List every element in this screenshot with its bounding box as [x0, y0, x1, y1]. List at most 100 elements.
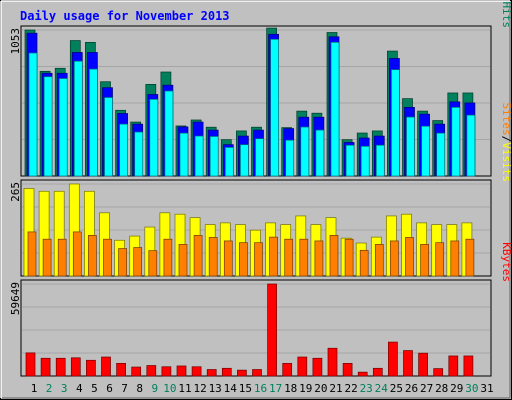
day-label-5: 5 [91, 382, 98, 395]
day-label-21: 21 [329, 382, 342, 395]
middle-max-label: 265 [9, 182, 22, 202]
middle-sites-bar-day-13 [208, 237, 218, 277]
bottom-kbytes-bar-day-5 [86, 359, 96, 377]
day-label-16: 16 [254, 382, 267, 395]
day-label-8: 8 [136, 382, 143, 395]
bottom-kbytes-bar-day-6 [101, 356, 111, 377]
bottom-kbytes-bar-day-21 [327, 347, 338, 377]
middle-sites-bar-day-30 [465, 238, 475, 277]
middle-sites-bar-day-21 [329, 235, 339, 277]
middle-sites-bar-day-2 [42, 238, 52, 277]
middle-sites-bar-day-15 [239, 242, 248, 277]
legend-middle: Sites/Visits [500, 103, 512, 183]
top-pages-bar-day-16 [255, 138, 264, 177]
middle-sites-bar-day-25 [390, 240, 399, 277]
top-max-label: 1053 [9, 28, 22, 55]
bottom-kbytes-bar-day-30 [463, 355, 474, 377]
top-pages-bar-day-3 [58, 78, 68, 177]
bottom-kbytes-bar-day-16 [252, 369, 262, 377]
day-label-24: 24 [375, 382, 389, 395]
middle-sites-bar-day-18 [284, 238, 294, 277]
top-pages-bar-day-23 [360, 145, 370, 177]
top-pages-bar-day-26 [406, 116, 415, 177]
legend-top-hits: Hits [500, 2, 512, 29]
top-pages-bar-day-4 [73, 60, 83, 177]
bottom-kbytes-bar-day-8 [131, 366, 142, 377]
top-pages-bar-day-19 [300, 126, 310, 177]
top-pages-bar-day-27 [421, 125, 430, 177]
day-label-30: 30 [465, 382, 478, 395]
day-label-10: 10 [163, 382, 176, 395]
day-labels: 1 2 3 4 5 6 7 8 9 10 11 12 13 14 15 16 17 18 19 20 21 22 23 24 2… [31, 382, 494, 395]
middle-sites-bar-day-22 [344, 238, 354, 277]
day-label-18: 18 [284, 382, 297, 395]
middle-sites-bar-day-6 [103, 238, 112, 277]
top-pages-bar-day-17 [270, 38, 279, 177]
bottom-kbytes-bar-day-12 [191, 366, 202, 377]
bottom-kbytes-bar-day-28 [433, 368, 444, 377]
day-label-19: 19 [299, 382, 312, 395]
day-label-12: 12 [193, 382, 206, 395]
middle-sites-bar-day-11 [178, 244, 188, 277]
day-label-3: 3 [61, 382, 68, 395]
legend-top-separator: / [500, 0, 512, 2]
top-pages-bar-day-25 [391, 69, 400, 177]
middle-sites-bar-day-8 [133, 247, 143, 277]
middle-sites-bar-day-23 [359, 249, 369, 277]
bottom-kbytes-bar-day-25 [388, 341, 398, 377]
bottom-kbytes-bar-day-20 [312, 357, 323, 377]
top-pages-bar-day-21 [330, 41, 340, 177]
day-label-6: 6 [106, 382, 113, 395]
day-label-17: 17 [269, 382, 282, 395]
bottom-kbytes-bar-day-26 [403, 350, 413, 377]
middle-sites-bar-day-1 [27, 231, 37, 277]
bottom-kbytes-bar-day-15 [237, 369, 247, 377]
middle-sites-bar-day-14 [223, 240, 233, 277]
day-label-27: 27 [420, 382, 433, 395]
middle-sites-bar-day-4 [72, 231, 82, 277]
middle-sites-bar-day-3 [57, 238, 67, 277]
bottom-kbytes-bar-day-9 [146, 365, 157, 377]
bottom-kbytes-bar-day-24 [372, 367, 383, 377]
top-pages-bar-day-18 [285, 139, 295, 177]
day-label-9: 9 [151, 382, 158, 395]
bottom-kbytes-bar-day-11 [176, 365, 187, 377]
top-pages-bar-day-1 [28, 52, 38, 177]
middle-sites-bar-day-24 [374, 244, 384, 277]
bottom-kbytes-bar-day-10 [161, 366, 172, 377]
legend-middle-visits: Visits [500, 142, 512, 182]
middle-sites-bar-day-29 [450, 240, 460, 277]
middle-sites-bar-day-19 [299, 238, 309, 277]
day-label-25: 25 [390, 382, 403, 395]
top-pages-bar-day-5 [89, 68, 98, 177]
top-pages-bar-day-6 [104, 97, 113, 177]
chart-title: Daily usage for November 2013 [20, 9, 230, 23]
bottom-kbytes-bar-day-18 [282, 363, 293, 377]
top-pages-bar-day-11 [179, 132, 189, 177]
bottom-kbytes-bar-day-3 [55, 357, 66, 377]
legend-middle-sites: Sites [500, 103, 512, 136]
middle-sites-bar-day-26 [405, 237, 414, 277]
bottom-kbytes-bar-day-29 [448, 355, 459, 377]
middle-sites-bar-day-27 [420, 244, 429, 277]
day-label-15: 15 [239, 382, 252, 395]
bottom-kbytes-bar-day-27 [418, 352, 428, 377]
top-pages-bar-day-20 [315, 129, 325, 177]
middle-sites-bar-day-12 [193, 235, 203, 277]
bottom-kbytes-bar-day-7 [116, 363, 126, 377]
day-label-28: 28 [435, 382, 448, 395]
top-pages-bar-day-29 [451, 107, 461, 177]
day-label-4: 4 [76, 382, 83, 395]
legend-bottom: KBytes [500, 242, 512, 282]
legend-top: Pages/Files/Hits [500, 0, 512, 28]
middle-sites-bar-day-17 [269, 236, 278, 277]
bottom-kbytes-bar-day-2 [40, 357, 51, 377]
middle-sites-bar-day-5 [88, 235, 97, 277]
bottom-kbytes-bar-day-4 [70, 357, 81, 377]
top-pages-bar-day-30 [466, 114, 476, 177]
day-label-20: 20 [314, 382, 327, 395]
legend-middle-separator: / [500, 136, 512, 143]
day-label-29: 29 [450, 382, 463, 395]
